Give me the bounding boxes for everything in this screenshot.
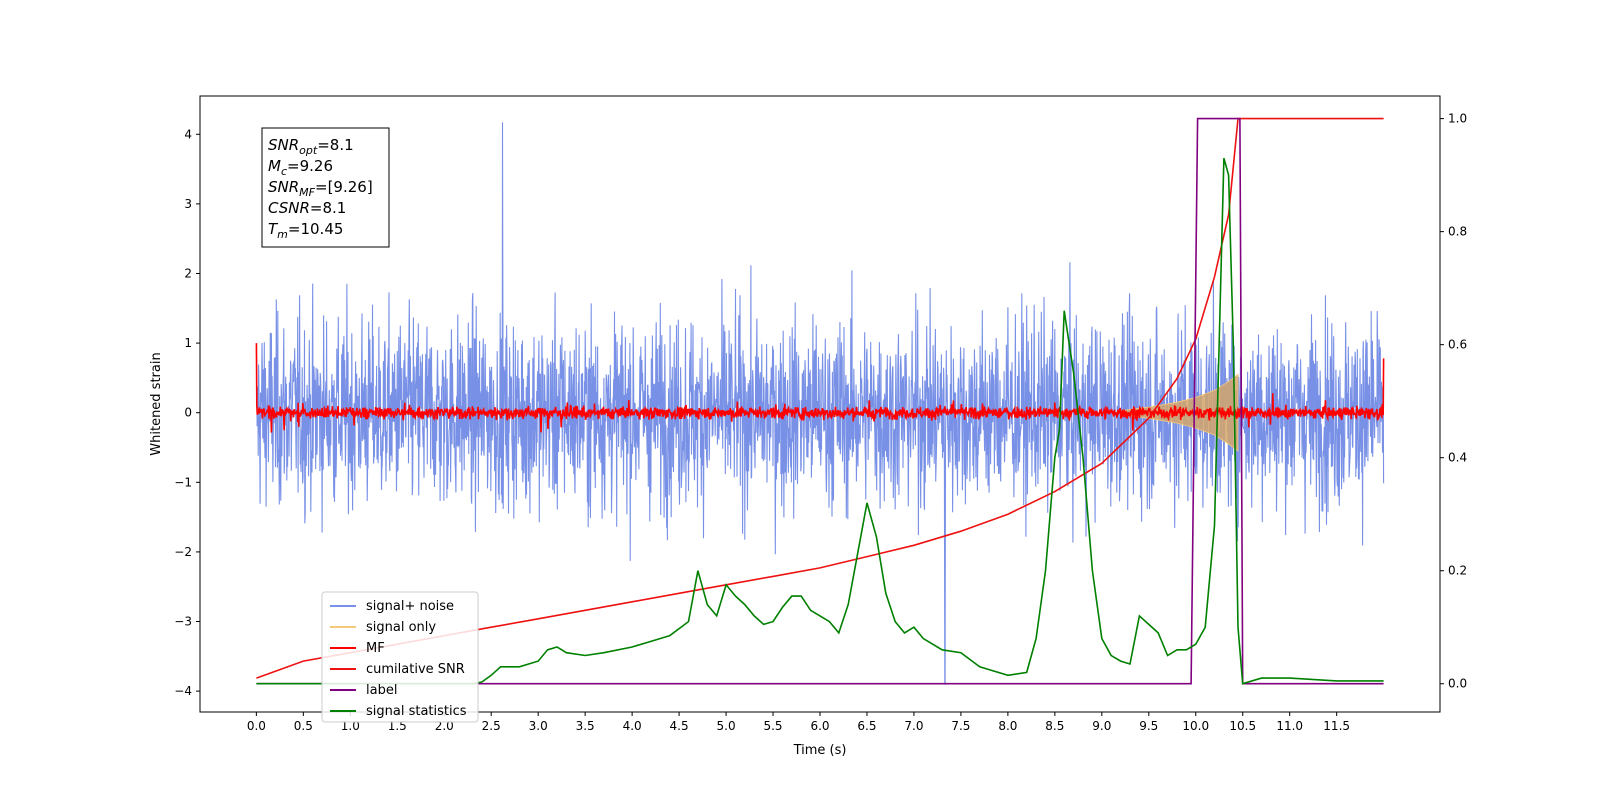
annotation-line: Mc=9.26 — [268, 157, 333, 178]
y-axis-label: Whitened strain — [149, 352, 164, 455]
y-left-tick-label: 3 — [184, 197, 192, 211]
series-signal-statistics — [256, 157, 1384, 685]
x-tick-label: 3.0 — [529, 719, 548, 733]
x-tick-label: 5.5 — [763, 719, 782, 733]
annotation-line: Tm=10.45 — [268, 220, 343, 241]
y-right-tick-label: 0.2 — [1448, 564, 1467, 578]
legend-label: label — [366, 683, 397, 698]
y-axis-left: 4 3 2 1 0 −1 −2 −3 −4 — [174, 127, 200, 698]
annotation-line: SNRopt=8.1 — [268, 136, 354, 157]
y-right-tick-label: 0.8 — [1448, 225, 1467, 239]
y-right-tick-label: 0.4 — [1448, 451, 1467, 465]
x-tick-label: 6.5 — [857, 719, 876, 733]
x-tick-label: 6.0 — [810, 719, 829, 733]
x-tick-label: 3.5 — [576, 719, 595, 733]
x-tick-label: 9.0 — [1092, 719, 1111, 733]
x-tick-label: 4.5 — [670, 719, 689, 733]
annotation-line: CSNR=8.1 — [268, 199, 346, 217]
x-tick-label: 9.5 — [1139, 719, 1158, 733]
y-left-tick-label: −1 — [174, 475, 192, 489]
legend-frame — [321, 591, 479, 723]
y-right-tick-label: 0.0 — [1448, 677, 1467, 691]
legend-label: MF — [366, 641, 385, 656]
x-tick-label: 2.5 — [482, 719, 501, 733]
y-left-tick-label: −4 — [174, 684, 192, 698]
y-left-tick-label: 0 — [184, 406, 192, 420]
y-axis-right: 1.0 0.8 0.6 0.4 0.2 0.0 — [1440, 112, 1467, 691]
y-left-tick-label: −2 — [174, 545, 192, 559]
x-tick-label: 11.0 — [1276, 719, 1303, 733]
series-label — [256, 117, 1384, 685]
x-tick-label: 7.0 — [904, 719, 923, 733]
legend-label: cumilative SNR — [366, 662, 465, 677]
y-right-tick-label: 1.0 — [1448, 112, 1467, 126]
y-right-tick-label: 0.6 — [1448, 338, 1467, 352]
annotation-line: SNRMF=[9.26] — [268, 178, 373, 199]
x-axis: 0.0 0.5 1.0 1.5 2.0 2.5 3.0 3.5 4.0 4.5 5.0 5.5 6.0 6… — [247, 712, 1350, 733]
series-mf — [255, 343, 1385, 433]
y-left-tick-label: 1 — [184, 336, 192, 350]
x-tick-label: 10.0 — [1182, 719, 1209, 733]
annotation-frame — [261, 127, 390, 248]
x-tick-label: 10.5 — [1229, 719, 1256, 733]
x-axis-label: Time (s) — [793, 743, 847, 758]
legend: signal+ noise signal only MF cumilative SNR… — [321, 591, 479, 723]
legend-label: signal statistics — [366, 704, 467, 719]
x-tick-label: 8.0 — [998, 719, 1017, 733]
legend-label: signal+ noise — [366, 599, 454, 614]
series-signal-noise — [255, 122, 1385, 685]
x-tick-label: 5.0 — [717, 719, 736, 733]
x-tick-label: 0.5 — [294, 719, 313, 733]
x-tick-label: 7.5 — [951, 719, 970, 733]
x-tick-label: 4.0 — [623, 719, 642, 733]
y-left-tick-label: −3 — [174, 615, 192, 629]
plot-area — [255, 117, 1385, 685]
x-tick-label: 11.5 — [1323, 719, 1350, 733]
legend-label: signal only — [366, 620, 436, 635]
y-left-tick-label: 2 — [184, 266, 192, 280]
x-tick-label: 0.0 — [247, 719, 266, 733]
x-tick-label: 8.5 — [1045, 719, 1064, 733]
y-left-tick-label: 4 — [184, 127, 192, 141]
